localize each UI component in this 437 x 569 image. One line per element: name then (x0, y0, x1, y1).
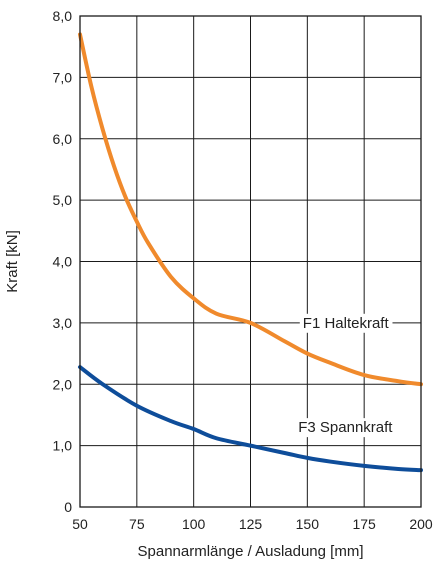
y-tick-label: 1,0 (53, 438, 73, 454)
x-tick-label: 100 (182, 516, 206, 532)
x-tick-label: 50 (72, 516, 88, 532)
series-label-f1-haltekraft: F1 Haltekraft (303, 315, 390, 332)
y-tick-label: 6,0 (53, 131, 73, 147)
x-tick-label: 75 (129, 516, 145, 532)
series-lines (78, 32, 423, 473)
y-tick-label: 0 (64, 499, 72, 515)
y-tick-label: 4,0 (53, 254, 73, 270)
series-label-bg-f3 (295, 418, 397, 438)
plot-frame (79, 15, 422, 508)
series-line-f1-haltekraft (78, 32, 423, 387)
y-tick-label: 7,0 (53, 69, 73, 85)
x-axis-label: Spannarmlänge / Ausladung [mm] (138, 543, 364, 560)
series-label-f3-spannkraft: F3 Spannkraft (298, 419, 393, 436)
y-axis-label: Kraft [kN] (4, 230, 21, 293)
series-line-f3-spannkraft (78, 365, 423, 473)
grid-lines (79, 15, 422, 508)
x-tick-label: 150 (296, 516, 320, 532)
series-label-bg-f1 (299, 313, 393, 333)
y-tick-label: 5,0 (53, 192, 73, 208)
x-tick-label: 125 (239, 516, 263, 532)
x-tick-labels: 50 75 100 125 150 175 200 (72, 516, 433, 532)
y-tick-labels: 0 1,0 2,0 3,0 4,0 5,0 6,0 7,0 8,0 (53, 8, 73, 515)
x-tick-label: 175 (352, 516, 376, 532)
x-tick-label: 200 (409, 516, 433, 532)
y-tick-label: 2,0 (53, 376, 73, 392)
y-tick-label: 3,0 (53, 315, 73, 331)
y-tick-label: 8,0 (53, 8, 73, 24)
